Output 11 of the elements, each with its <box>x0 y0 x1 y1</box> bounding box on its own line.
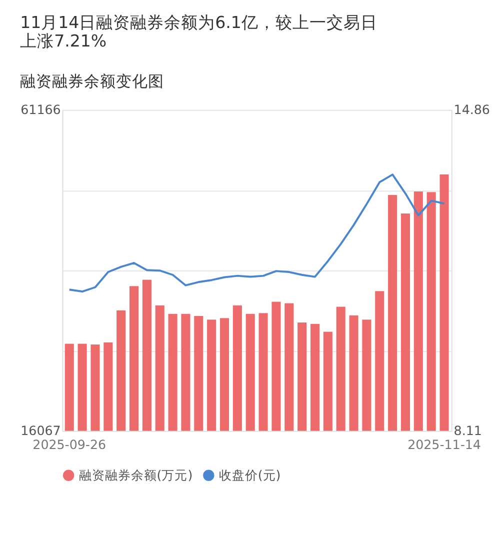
y-tick-label: 16067 <box>20 423 61 438</box>
legend-label: 收盘价(元) <box>218 467 281 482</box>
chart-title: 融资融券余额变化图 <box>20 72 164 91</box>
text: 11月14日融资融券余额为6.1亿，较上一交易日上涨7.21% <box>20 13 378 51</box>
y-tick-label: 61166 <box>20 102 61 118</box>
x-tick-label: 2025-09-26 <box>32 436 106 452</box>
line-series <box>68 174 446 292</box>
y2-tick-label: 14.86 <box>454 102 490 118</box>
legend-label: 融资融券余额(万元) <box>78 467 193 482</box>
y2-tick-label: 8.11 <box>454 423 482 438</box>
x-tick-label: 2025-11-14 <box>408 436 481 452</box>
